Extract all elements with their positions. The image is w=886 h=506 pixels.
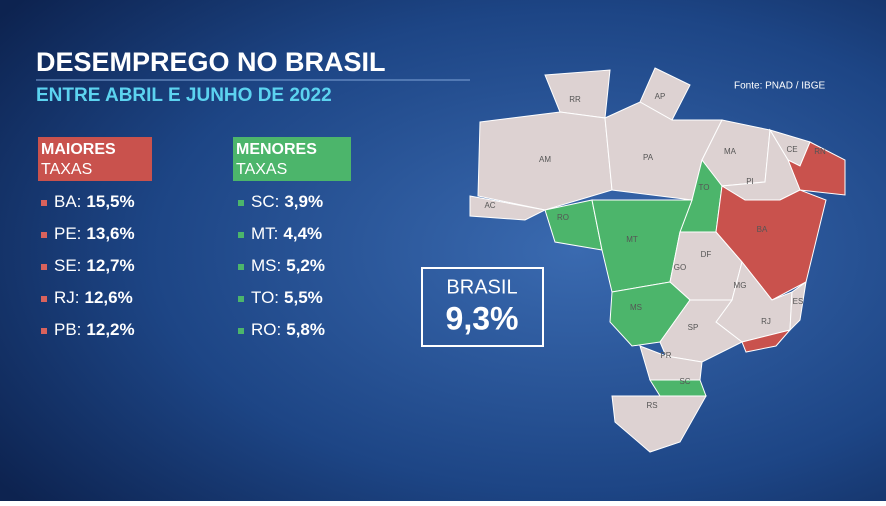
lowest-label-box [233,137,351,181]
rate-item: RO: 5,8% [251,320,325,339]
bullet [41,264,47,270]
state-label: SC [679,377,690,386]
state-label: RR [569,95,581,104]
state-code: SE: [54,256,81,275]
rate-value: 12,7% [86,256,134,275]
state-label: BA [757,225,768,234]
state [789,280,807,332]
rate-value: 5,5% [284,288,323,307]
state-code: RJ: [54,288,80,307]
rate-item: MT: 4,4% [251,224,322,243]
state-code: TO: [251,288,279,307]
state-label: PA [643,153,654,162]
state-label: MG [734,281,747,290]
rate-value: 12,6% [85,288,133,307]
national-value: 9,3% [446,300,519,336]
state-label: GO [674,263,686,272]
state-label: AC [484,201,495,210]
rate-value: 4,4% [283,224,322,243]
state-label: RS [646,401,657,410]
lowest-label: TAXAS [236,161,287,178]
state-label: RN [814,147,826,156]
title: DESEMPREGO NO BRASIL [36,47,386,77]
bullet [238,200,244,206]
state-code: MT: [251,224,278,243]
bullet [238,264,244,270]
bullet [238,296,244,302]
bullet [238,232,244,238]
state-code: PE: [54,224,81,243]
lowest-label: MENORES [236,141,317,158]
state-code: BA: [54,192,81,211]
state-label: AM [539,155,551,164]
bullet [41,200,47,206]
state-label: MA [724,147,737,156]
bullet [41,296,47,302]
state [741,329,792,353]
source: Fonte: PNAD / IBGE [734,81,825,92]
bullet [41,232,47,238]
state-label: RJ [761,317,771,326]
bullet [41,328,47,334]
rate-item: SE: 12,7% [54,256,135,275]
state-label: PR [660,351,671,360]
state-label: SP [688,323,699,332]
rate-item: SC: 3,9% [251,192,323,211]
state-label: ES [793,297,804,306]
highest-label: TAXAS [41,161,92,178]
state-code: MS: [251,256,281,275]
rate-value: 12,2% [86,320,134,339]
rate-value: 15,5% [86,192,134,211]
rate-item: RJ: 12,6% [54,288,133,307]
state [469,195,547,221]
rate-item: TO: 5,5% [251,288,323,307]
state-label: PI [746,177,754,186]
state [611,395,707,453]
state-label: MS [630,303,642,312]
state-label: TO [699,183,710,192]
state-code: SC: [251,192,279,211]
rate-item: PE: 13,6% [54,224,135,243]
map [469,67,846,453]
national-label: BRASIL [446,276,517,298]
bullet [238,328,244,334]
highest-label: MAIORES [41,141,116,158]
rate-item: PB: 12,2% [54,320,135,339]
national-box [421,267,544,347]
state [639,345,703,381]
state-label: MT [626,235,638,244]
rate-item: MS: 5,2% [251,256,325,275]
rate-item: BA: 15,5% [54,192,135,211]
state-code: PB: [54,320,81,339]
state-label: RO [557,213,569,222]
subtitle: ENTRE ABRIL E JUNHO DE 2022 [36,85,332,106]
state-code: RO: [251,320,281,339]
rate-value: 5,2% [286,256,325,275]
state-label: DF [701,250,712,259]
state [649,379,707,397]
state-label: CE [786,145,797,154]
rate-value: 13,6% [86,224,134,243]
rate-value: 5,8% [286,320,325,339]
rate-value: 3,9% [284,192,323,211]
highest-label-box [38,137,152,181]
state-label: AP [655,92,666,101]
